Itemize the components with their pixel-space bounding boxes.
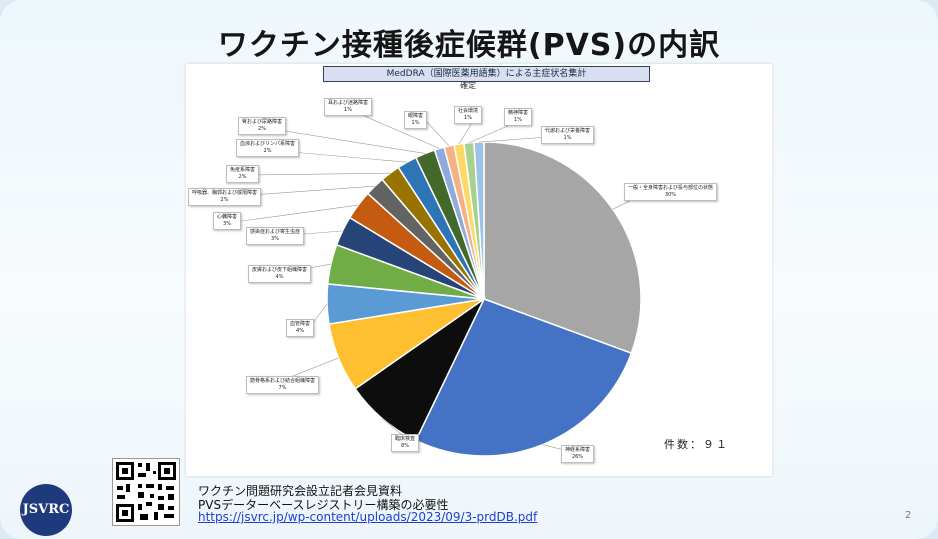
leader-line xyxy=(247,172,391,176)
slice-label: 腎および尿路障害 2% xyxy=(238,117,287,135)
slice-percent: 2% xyxy=(220,197,229,203)
slice-percent: 1% xyxy=(344,107,352,113)
logo-text: JSVRC xyxy=(22,502,70,517)
slice-percent: 1% xyxy=(563,135,572,141)
slice-label: 血管障害 4% xyxy=(286,319,315,337)
slice-label: 皮膚および皮下組織障害 4% xyxy=(248,265,312,283)
slice-label: 代謝および栄養障害 1% xyxy=(541,126,595,144)
slice-percent: 4% xyxy=(296,328,304,334)
leader-line xyxy=(234,204,359,223)
source-title: ワクチン問題研究会設立記者会見資料 xyxy=(198,484,403,498)
slice-label-text: 一般・全身障害および投与部位の状態 xyxy=(628,185,714,191)
slice-percent: 1% xyxy=(464,115,472,121)
slice-label: 感染症および寄生虫症 3% xyxy=(246,227,305,245)
slice-label-text: 皮膚および皮下組織障害 xyxy=(252,267,308,273)
slice-label-text: 免疫系障害 xyxy=(230,167,256,173)
slice-label: 神経系障害 26% xyxy=(561,445,595,463)
slide-title: ワクチン接種後症候群(PVS)の内訳 xyxy=(217,28,721,63)
slice-label: 臨床検査 8% xyxy=(391,434,420,452)
slice-label: 社会環境 1% xyxy=(454,106,483,124)
slice-percent: 8% xyxy=(401,443,409,449)
leader-line xyxy=(425,120,450,147)
slice-label-text: 心臓障害 xyxy=(217,214,238,220)
slice-label-text: 腎および尿路障害 xyxy=(242,119,283,125)
slice-percent: 3% xyxy=(223,221,231,227)
slice-label-text: 呼吸器、胸郭および縦隔障害 xyxy=(192,190,258,196)
source-subtitle: PVSデーターベースレジストリー構築の必要性 xyxy=(198,498,449,512)
slice-percent: 26% xyxy=(571,454,584,460)
slice-label-text: 筋骨格系および結合組織障害 xyxy=(250,378,316,384)
slice-label: 呼吸器、胸郭および縦隔障害 2% xyxy=(188,188,262,206)
slice-label: 眼障害 1% xyxy=(404,111,428,129)
slice-percent: 1% xyxy=(411,120,420,126)
page-number: 2 xyxy=(905,510,912,521)
slice-label-text: 臨床検査 xyxy=(395,436,416,442)
slice-label-text: 代謝および栄養障害 xyxy=(545,128,591,134)
slice-label: 一般・全身障害および投与部位の状態 30% xyxy=(624,183,718,201)
slice-percent: 30% xyxy=(664,192,677,198)
slice-label: 筋骨格系および結合組織障害 7% xyxy=(246,376,320,394)
slice-percent: 4% xyxy=(275,274,284,280)
slice-label-text: 眼障害 xyxy=(408,113,424,119)
leader-line xyxy=(259,126,426,154)
slice-label: 耳および迷路障害 1% xyxy=(324,98,373,116)
slice-label: 血液およびリンパ系障害 2% xyxy=(236,139,300,157)
pie-slice xyxy=(483,141,642,355)
pie-chart xyxy=(209,107,647,457)
slice-label-text: 社会環境 xyxy=(458,108,479,114)
jsvrc-logo: JSVRC xyxy=(20,484,72,536)
slice-percent: 2% xyxy=(263,148,272,154)
slice-label: 免疫系障害 2% xyxy=(226,165,260,183)
slice-percent: 1% xyxy=(514,117,522,123)
chart-panel: MedDRA（国際医薬用語集）による主症状名集計 確定 一般・全身障害および投与… xyxy=(186,64,772,476)
slice-label-text: 血管障害 xyxy=(290,321,311,327)
slice-label-text: 感染症および寄生虫症 xyxy=(250,229,301,235)
slice-label-text: 耳および迷路障害 xyxy=(328,100,369,106)
chart-caption: MedDRA（国際医薬用語集）による主症状名集計 xyxy=(323,66,650,82)
slice-label-text: 神経系障害 xyxy=(565,447,591,453)
slice-percent: 7% xyxy=(278,385,287,391)
slice-label: 精神障害 1% xyxy=(504,108,533,126)
qr-code-icon[interactable] xyxy=(112,458,180,526)
slice-percent: 3% xyxy=(271,236,279,242)
source-link[interactable]: https://jsvrc.jp/wp-content/uploads/2023… xyxy=(198,510,538,524)
chart-subtitle: 確定 xyxy=(460,81,476,90)
slice-label: 心臓障害 3% xyxy=(213,212,242,230)
slice-percent: 2% xyxy=(238,174,247,180)
slice-label-text: 血液およびリンパ系障害 xyxy=(240,141,296,147)
slice-percent: 2% xyxy=(258,126,266,132)
slice-label-text: 精神障害 xyxy=(508,110,529,116)
sample-count: 件数：９１ xyxy=(664,438,729,451)
